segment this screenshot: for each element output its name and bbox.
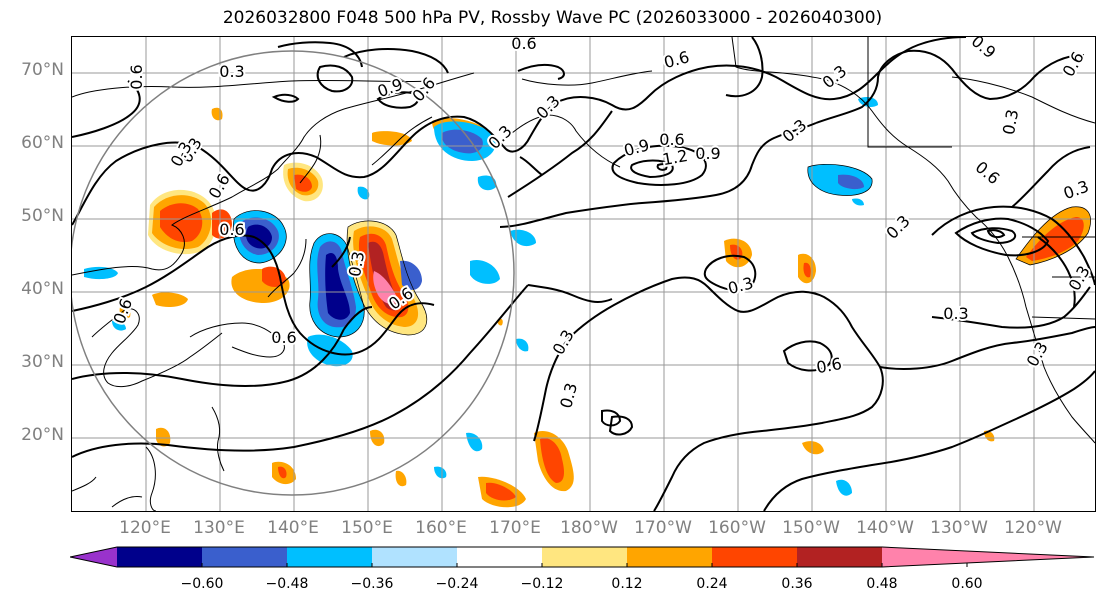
map-title: 2026032800 F048 500 hPa PV, Rossby Wave … — [222, 8, 883, 28]
latitude-label: 20°N — [21, 425, 64, 445]
contour-label: 0.6 — [972, 157, 1004, 188]
contour-label: 0.9 — [622, 135, 652, 160]
colorbar-tick-label: −0.60 — [180, 576, 224, 592]
colorbar-segment — [627, 547, 712, 567]
contour-label: 0.6 — [271, 328, 296, 347]
latitude-label: 60°N — [21, 133, 64, 153]
contour-label: 0.6 — [1059, 48, 1088, 80]
colorbar-segment — [372, 547, 457, 567]
longitude-label: 150°W — [782, 518, 840, 538]
longitude-label: 140°W — [856, 518, 914, 538]
contour-label: 0.9 — [375, 75, 405, 102]
anomaly-outlines — [232, 163, 1091, 338]
contour-label: 0.3 — [219, 62, 244, 81]
contour-label: 0.6 — [659, 130, 684, 149]
colorbar-extend-max — [882, 547, 1094, 567]
coastlines — [72, 37, 1095, 511]
colorbar-segment — [797, 547, 882, 567]
colorbar-segment — [287, 547, 372, 567]
latitude-label: 30°N — [21, 352, 64, 372]
colorbar-tick-label: −0.12 — [520, 576, 564, 592]
contour-label: 0.3 — [779, 115, 811, 146]
map-canvas: 0.6 0.3 0.9 0.6 0.3 0.3 0.6 0.3 0.6 0.3 … — [72, 37, 1095, 511]
longitude-label: 170°E — [489, 518, 541, 538]
contour-label: 0.6 — [408, 74, 439, 106]
colorbar-segment — [457, 547, 542, 567]
graticule — [72, 37, 1095, 511]
latitude-label: 40°N — [21, 279, 64, 299]
contour-label: 1.2 — [661, 146, 689, 169]
colorbar-tick-label: −0.24 — [435, 576, 479, 592]
influence-circle — [72, 50, 515, 496]
contour-label: 0.6 — [662, 47, 692, 72]
colorbar-tick-label: 0.60 — [951, 576, 983, 592]
colorbar-segment — [202, 547, 287, 567]
longitude-label: 140°E — [267, 518, 319, 538]
contour-label: 0.3 — [999, 108, 1022, 136]
longitude-label: 150°E — [341, 518, 393, 538]
contour-label: 0.3 — [882, 211, 913, 242]
longitude-label: 170°W — [634, 518, 692, 538]
colorbar-extend-min — [70, 547, 117, 567]
contour-label: 0.3 — [726, 273, 756, 298]
colorbar-tick-label: 0.36 — [781, 576, 813, 592]
contour-label: 0.9 — [695, 144, 720, 163]
longitude-label: 160°E — [415, 518, 467, 538]
longitude-label: 180°W — [560, 518, 618, 538]
colorbar-tick-label: 0.48 — [866, 576, 898, 592]
colorbar-tick-label: −0.36 — [350, 576, 394, 592]
colorbar-segment — [712, 547, 797, 567]
contour-label: 0.3 — [943, 304, 968, 323]
colorbar — [70, 546, 1095, 568]
colorbar-tick-label: 0.24 — [696, 576, 728, 592]
colorbar-tick-label: 0.12 — [611, 576, 643, 592]
contour-label: 0.3 — [1061, 177, 1091, 204]
longitude-label: 120°W — [1004, 518, 1062, 538]
pv-contours — [72, 37, 1095, 511]
contour-label: 0.6 — [127, 64, 146, 89]
contour-label: 0.6 — [815, 354, 843, 377]
colorbar-outline — [70, 546, 1095, 568]
contour-label: 0.6 — [511, 37, 536, 53]
contour-label: 0.3 — [556, 381, 581, 411]
contour-label: 0.3 — [549, 326, 578, 358]
colorbar-segment — [542, 547, 627, 567]
longitude-label: 120°E — [119, 518, 171, 538]
contour-label: 0.6 — [219, 220, 244, 239]
longitude-label: 130°E — [193, 518, 245, 538]
anomaly-shading — [84, 97, 1091, 508]
longitude-label: 160°W — [708, 518, 766, 538]
colorbar-tick-label: −0.48 — [265, 576, 309, 592]
latitude-label: 70°N — [21, 60, 64, 80]
latitude-label: 50°N — [21, 206, 64, 226]
longitude-label: 130°W — [930, 518, 988, 538]
map-panel[interactable]: 0.6 0.3 0.9 0.6 0.3 0.3 0.6 0.3 0.6 0.3 … — [71, 36, 1096, 512]
colorbar-segment — [117, 547, 202, 567]
contour-label: 0.9 — [968, 37, 1000, 62]
